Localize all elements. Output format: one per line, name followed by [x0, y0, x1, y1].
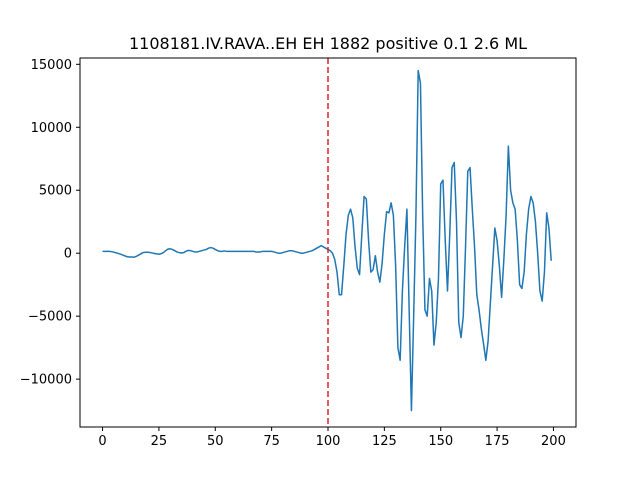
y-tick-label: −5000 [28, 310, 72, 325]
x-tick-label: 25 [151, 434, 168, 449]
plot-area: 0 25 50 75 100 125 150 175 200 −10000 −5000 0 5000 10… [20, 57, 577, 449]
series-line [102, 69, 552, 412]
x-tick-label: 175 [485, 434, 510, 449]
x-tick-label: 75 [263, 434, 280, 449]
x-tick-label: 200 [541, 434, 566, 449]
y-tick-label: 10000 [31, 121, 72, 136]
x-tick-label: 0 [98, 434, 106, 449]
x-tick-label: 125 [372, 434, 397, 449]
y-tick-label: 15000 [31, 58, 72, 73]
x-tick-label: 100 [316, 434, 341, 449]
y-tick-label: −10000 [20, 373, 72, 388]
y-tick-label: 0 [64, 247, 72, 262]
x-tick-label: 150 [428, 434, 453, 449]
chart-title: 1108181.IV.RAVA..EH EH 1882 positive 0.1… [129, 34, 527, 53]
x-tick-label: 50 [207, 434, 224, 449]
y-tick-label: 5000 [39, 184, 72, 199]
